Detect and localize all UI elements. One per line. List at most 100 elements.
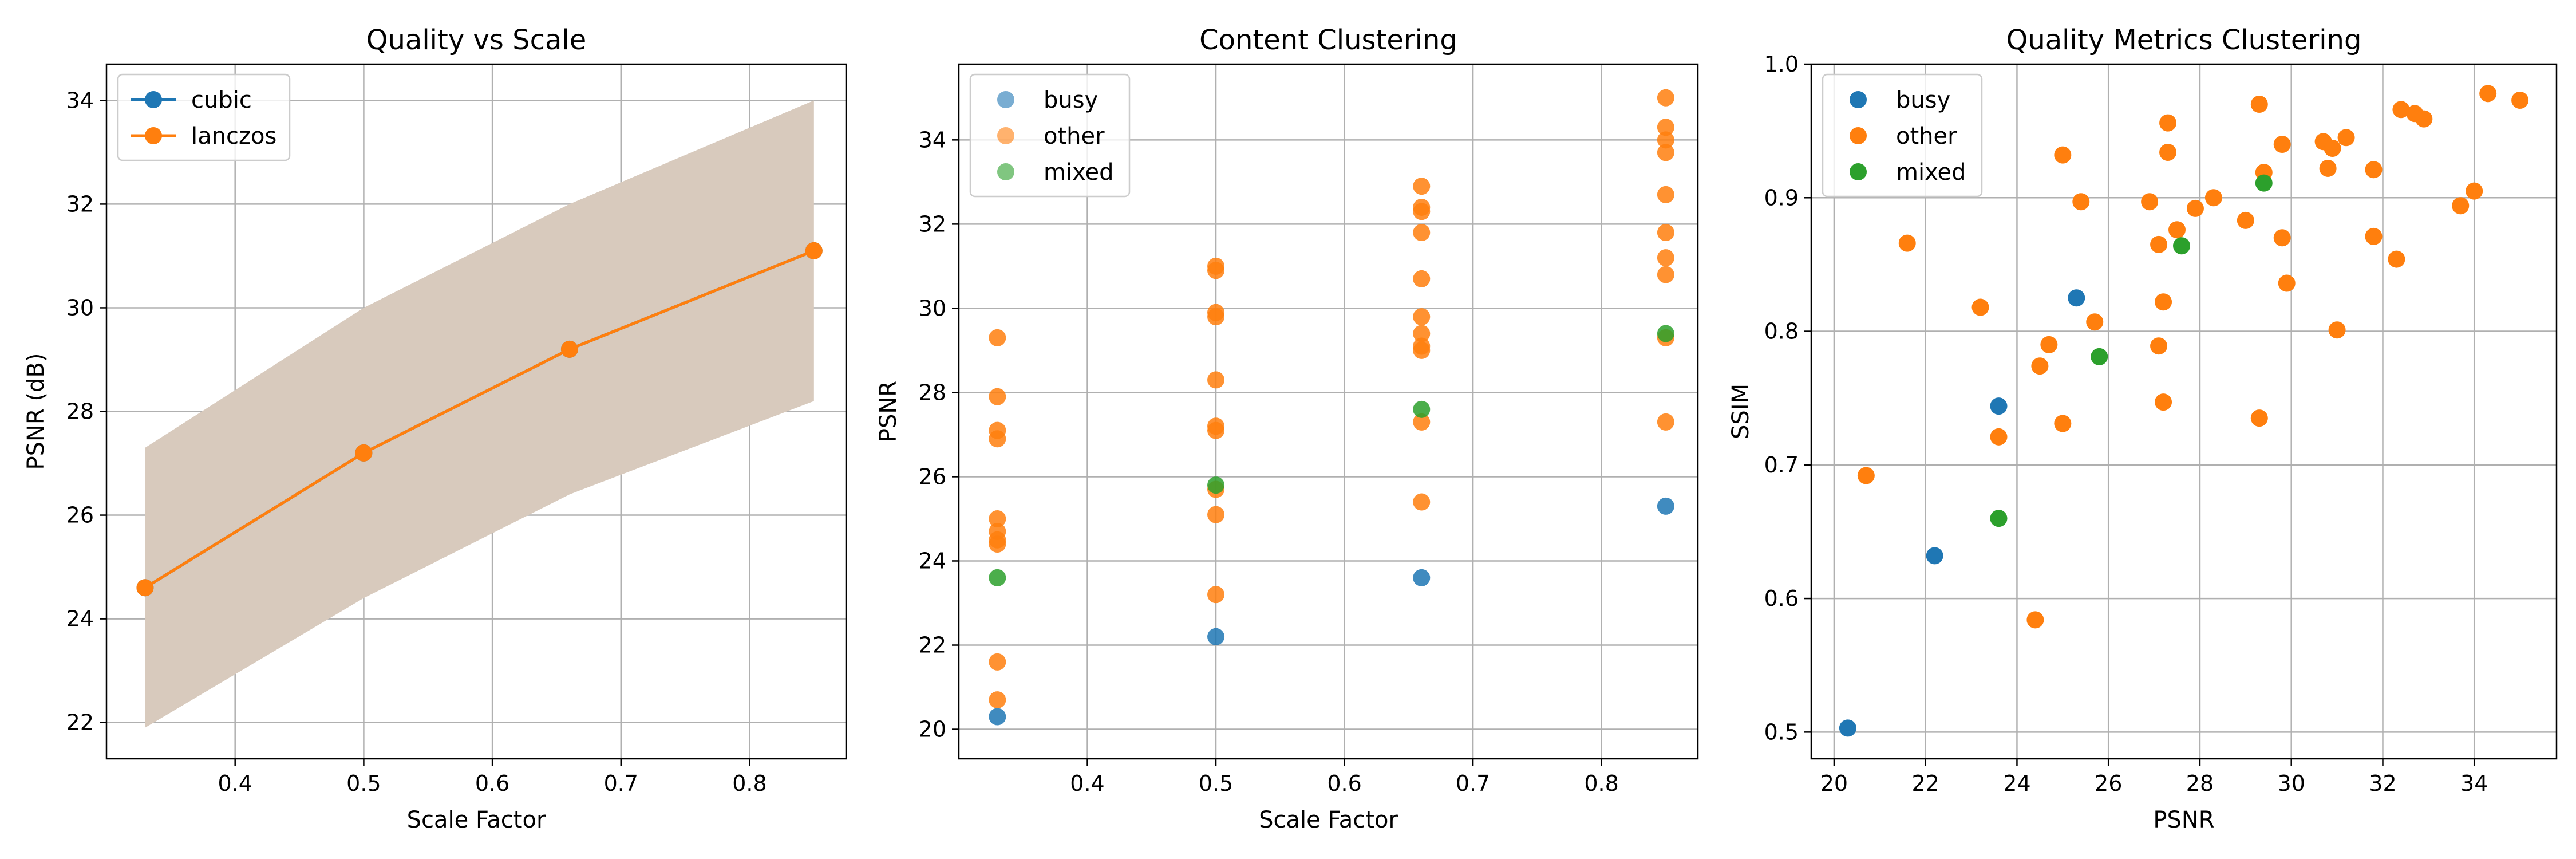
data-point: [2159, 114, 2177, 132]
data-point: [2054, 146, 2072, 164]
data-point: [2150, 337, 2168, 355]
chart-title: Content Clustering: [1199, 24, 1457, 56]
data-point: [1207, 417, 1225, 435]
data-point: [1657, 497, 1674, 515]
legend-marker: [1850, 127, 1867, 144]
data-point: [989, 421, 1006, 439]
x-tick-label: 0.5: [346, 771, 381, 796]
data-point: [560, 340, 578, 358]
series-busy: [1839, 289, 2085, 737]
data-point: [1857, 467, 1875, 484]
data-point: [1926, 547, 1943, 565]
data-point: [2150, 235, 2168, 253]
data-point: [2072, 193, 2090, 211]
y-tick-label: 26: [919, 464, 946, 489]
legend-label: mixed: [1044, 159, 1114, 186]
legend-marker: [1850, 163, 1867, 180]
legend-item-cubic: cubic: [131, 87, 252, 113]
data-point: [1207, 586, 1225, 604]
x-tick-label: 0.8: [732, 771, 767, 796]
data-point: [2337, 129, 2355, 147]
y-tick-label: 28: [66, 399, 94, 424]
data-point: [2168, 221, 2186, 239]
legend-marker: [1850, 91, 1867, 108]
legend-marker: [997, 127, 1014, 144]
grid: [959, 64, 1698, 759]
data-point: [1990, 510, 2008, 527]
series-lanczos: [136, 242, 823, 597]
data-point: [2392, 101, 2410, 119]
data-point: [2466, 182, 2483, 200]
data-point: [2068, 289, 2085, 307]
x-tick-label: 0.4: [218, 771, 252, 796]
data-point: [2328, 321, 2346, 339]
data-point: [1413, 337, 1431, 355]
x-tick-label: 0.6: [475, 771, 509, 796]
y-tick-label: 20: [919, 717, 946, 742]
data-point: [2273, 229, 2291, 247]
legend-label: other: [1896, 123, 1957, 149]
x-tick-label: 0.7: [604, 771, 638, 796]
data-point: [2155, 293, 2172, 311]
data-point: [2204, 189, 2222, 207]
x-tick-label: 30: [2278, 771, 2305, 796]
data-point: [1413, 400, 1431, 418]
legend: cubic lanczos: [117, 73, 291, 161]
data-point: [2255, 174, 2273, 192]
chart-title: Quality vs Scale: [366, 24, 587, 56]
data-point: [1839, 719, 1856, 737]
data-point: [989, 510, 1006, 527]
y-tick-label: 22: [919, 633, 946, 658]
data-point: [2452, 197, 2470, 215]
y-tick-label: 24: [919, 548, 946, 573]
data-point: [2319, 159, 2337, 177]
legend-label: cubic: [191, 87, 252, 113]
y-tick-label: 0.6: [1764, 586, 1799, 611]
data-point: [1207, 506, 1225, 523]
data-point: [1413, 413, 1431, 431]
data-point: [1990, 428, 2008, 446]
legend-item-other: other: [997, 123, 1105, 149]
y-axis-label: PSNR: [875, 381, 902, 442]
data-point: [1413, 569, 1431, 586]
y-tick-label: 0.8: [1764, 319, 1799, 344]
legend-item-mixed: mixed: [1850, 159, 1966, 186]
series-busy: [989, 497, 1674, 726]
x-tick-label: 0.5: [1199, 771, 1233, 796]
legend-label: mixed: [1896, 159, 1966, 186]
data-point: [1413, 270, 1431, 287]
y-tick-label: 22: [66, 710, 94, 735]
data-point: [989, 329, 1006, 346]
data-point: [2388, 250, 2405, 268]
data-point: [989, 653, 1006, 671]
data-point: [1207, 628, 1225, 645]
chart-1: 0.4 0.5 0.6 0.7 0.8 20 22 24 26 28 30 32 34 Content C…: [875, 24, 1699, 833]
data-point: [1657, 224, 1674, 242]
x-tick-label: 28: [2186, 771, 2214, 796]
data-point: [1657, 186, 1674, 203]
data-point: [2031, 357, 2049, 375]
data-point: [2173, 237, 2191, 255]
data-point: [1207, 257, 1225, 275]
data-point: [1657, 119, 1674, 136]
y-tick-label: 24: [66, 606, 94, 632]
data-point: [1207, 476, 1225, 494]
data-point: [1898, 234, 1916, 252]
y-axis-label: PSNR (dB): [23, 353, 49, 470]
legend-marker: [145, 91, 162, 108]
data-point: [2479, 85, 2497, 103]
data-point: [2278, 274, 2296, 292]
data-point: [2086, 313, 2104, 331]
data-point: [2159, 143, 2177, 161]
legend: busy other mixed: [969, 73, 1131, 198]
x-tick-label: 26: [2095, 771, 2122, 796]
legend-label: other: [1044, 123, 1105, 149]
x-tick-label: 0.4: [1070, 771, 1104, 796]
x-tick-label: 24: [2003, 771, 2030, 796]
data-point: [1657, 144, 1674, 161]
data-point: [1657, 266, 1674, 283]
data-point: [1657, 249, 1674, 267]
legend-label: lanczos: [191, 123, 276, 149]
series-mixed: [989, 325, 1674, 586]
